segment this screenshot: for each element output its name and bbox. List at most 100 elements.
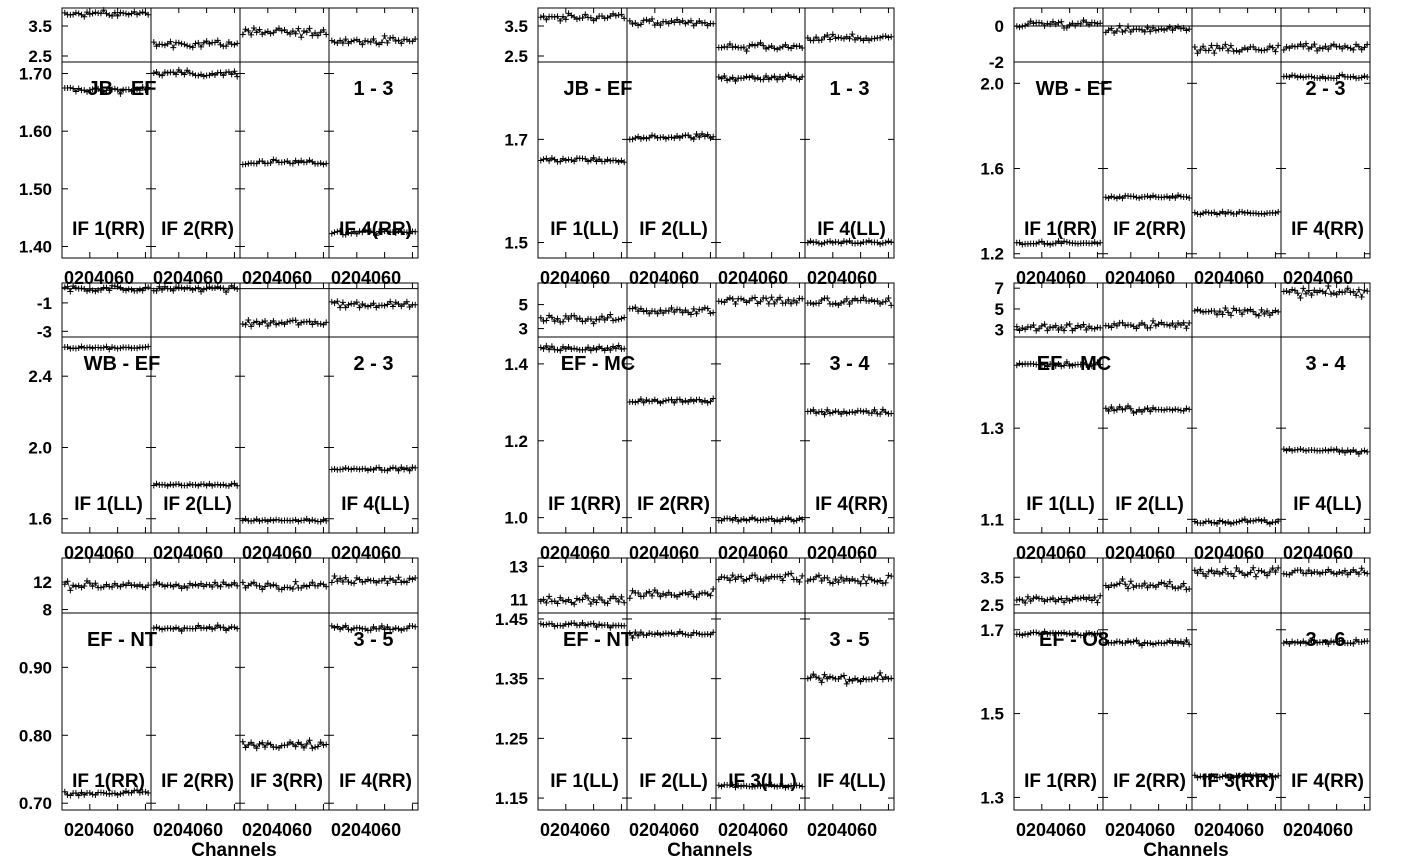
- phase-model-line: [1105, 24, 1190, 34]
- phase-point: [234, 40, 241, 47]
- pair-label: 3 - 6: [1305, 629, 1345, 651]
- if-label: IF 2(LL): [163, 494, 232, 515]
- phase-model-line: [331, 34, 416, 46]
- if-label: IF 2(LL): [639, 771, 708, 792]
- phase-model-line: [1194, 307, 1279, 317]
- amp-model-line: [540, 157, 625, 163]
- if-label: IF 1(LL): [74, 494, 143, 515]
- x-tick-labels: 0204060: [1105, 820, 1175, 840]
- amp-tick-label: 1.6: [28, 510, 52, 529]
- phase-tick-label: 5: [995, 300, 1004, 319]
- phase-point: [1191, 567, 1198, 574]
- phase-model-line: [807, 574, 892, 585]
- amp-model-line: [153, 624, 238, 632]
- amp-point: [1191, 209, 1198, 216]
- phase-model-line: [629, 588, 714, 599]
- phase-model-line: [718, 42, 803, 52]
- x-tick-labels: 0204060: [242, 268, 312, 288]
- amp-model-line: [1283, 448, 1368, 455]
- amp-tick-label: 1.4: [504, 355, 528, 374]
- amp-point: [150, 625, 157, 632]
- amp-point: [710, 629, 717, 636]
- baseline-label: JB - EF: [564, 78, 633, 100]
- panel-8: 1.45 1.35 1.25 1.15 13 11 IF 1(LL) IF 2(LL) IF 3…: [495, 557, 895, 861]
- pair-label: 3 - 5: [353, 629, 393, 651]
- phase-point: [1097, 592, 1104, 599]
- if-label: IF 4(LL): [1293, 494, 1362, 515]
- phase-point: [715, 576, 722, 583]
- x-tick-labels: 0204060: [64, 820, 134, 840]
- if-label: IF 4(LL): [817, 219, 886, 240]
- phase-model-line: [540, 594, 625, 605]
- panel-3: 2.0 1.6 1.2 0 -2 IF 1(RR) IF 2(RR) IF 4(RR) WB -…: [980, 7, 1371, 288]
- x-tick-labels: 0204060: [1283, 268, 1353, 288]
- baseline-label: EF - NT: [87, 629, 157, 651]
- amp-model-line: [64, 345, 149, 351]
- x-tick-labels: 0204060: [540, 820, 610, 840]
- amp-model-line: [1194, 210, 1279, 216]
- phase-point: [239, 321, 246, 328]
- amp-tick-label: 1.40: [19, 237, 52, 256]
- x-tick-labels: 0204060: [807, 820, 877, 840]
- phase-point: [323, 583, 330, 590]
- amp-point: [804, 675, 811, 682]
- phase-model-line: [1105, 578, 1190, 591]
- if-label: IF 1(RR): [72, 219, 145, 240]
- phase-tick-label: 11: [510, 591, 528, 610]
- phase-point: [804, 34, 811, 41]
- amp-point: [537, 344, 544, 351]
- x-tick-labels: 0204060: [1016, 820, 1086, 840]
- phase-model-line: [1105, 320, 1190, 329]
- amp-point: [715, 782, 722, 789]
- amp-model-line: [540, 344, 625, 352]
- if-label: IF 2(RR): [161, 219, 234, 240]
- phase-model-line: [331, 300, 416, 309]
- amp-model-line: [1194, 518, 1279, 525]
- amp-point: [1364, 74, 1371, 81]
- x-tick-labels: 0204060: [331, 820, 401, 840]
- x-tick-labels: 0204060: [1105, 543, 1175, 563]
- phase-tick-label: 3: [519, 320, 528, 339]
- phase-model-line: [718, 296, 803, 305]
- phase-tick-label: 3.5: [980, 568, 1004, 587]
- phase-point: [1186, 26, 1193, 33]
- amp-point: [234, 73, 241, 80]
- x-tick-labels: 0204060: [1016, 268, 1086, 288]
- phase-point: [1186, 320, 1193, 327]
- x-tick-labels: 0204060: [64, 543, 134, 563]
- phase-point: [621, 599, 628, 606]
- phase-model-line: [807, 296, 892, 306]
- amp-model-line: [64, 789, 149, 797]
- phase-model-line: [1016, 595, 1101, 604]
- amp-model-line: [153, 482, 238, 487]
- amp-tick-label: 1.7: [980, 621, 1004, 640]
- amp-model-line: [807, 671, 892, 686]
- x-tick-labels: 0204060: [331, 268, 401, 288]
- phase-point: [1097, 324, 1104, 331]
- x-tick-labels: 0204060: [1283, 543, 1353, 563]
- amp-point: [1275, 772, 1282, 779]
- if-label: IF 1(LL): [550, 219, 619, 240]
- phase-point: [888, 33, 895, 40]
- panel-4: 2.4 2.0 1.6 -1 -3 IF 1(LL) IF 2(LL) IF 4(LL) WB …: [28, 282, 419, 563]
- amp-model-line: [1105, 194, 1190, 199]
- phase-tick-label: 3.5: [504, 17, 528, 36]
- phase-tick-label: -3: [37, 322, 52, 341]
- x-tick-labels: 0204060: [1016, 543, 1086, 563]
- amp-tick-label: 1.1: [980, 510, 1004, 529]
- amp-point: [1097, 631, 1104, 638]
- pair-label: 2 - 3: [1305, 78, 1345, 100]
- amp-tick-label: 1.2: [980, 245, 1004, 264]
- if-label: IF 4(RR): [815, 494, 888, 515]
- amp-model-line: [331, 624, 416, 632]
- amp-model-line: [1016, 361, 1101, 368]
- amp-tick-label: 1.3: [980, 419, 1004, 438]
- baseline-label: EF - O8: [1039, 629, 1109, 651]
- phase-tick-label: -1: [37, 294, 52, 313]
- phase-point: [537, 14, 544, 21]
- if-label: IF 1(RR): [1024, 771, 1097, 792]
- phase-point: [1280, 47, 1287, 54]
- baseline-label: EF - NT: [563, 629, 633, 651]
- phase-point: [328, 298, 335, 305]
